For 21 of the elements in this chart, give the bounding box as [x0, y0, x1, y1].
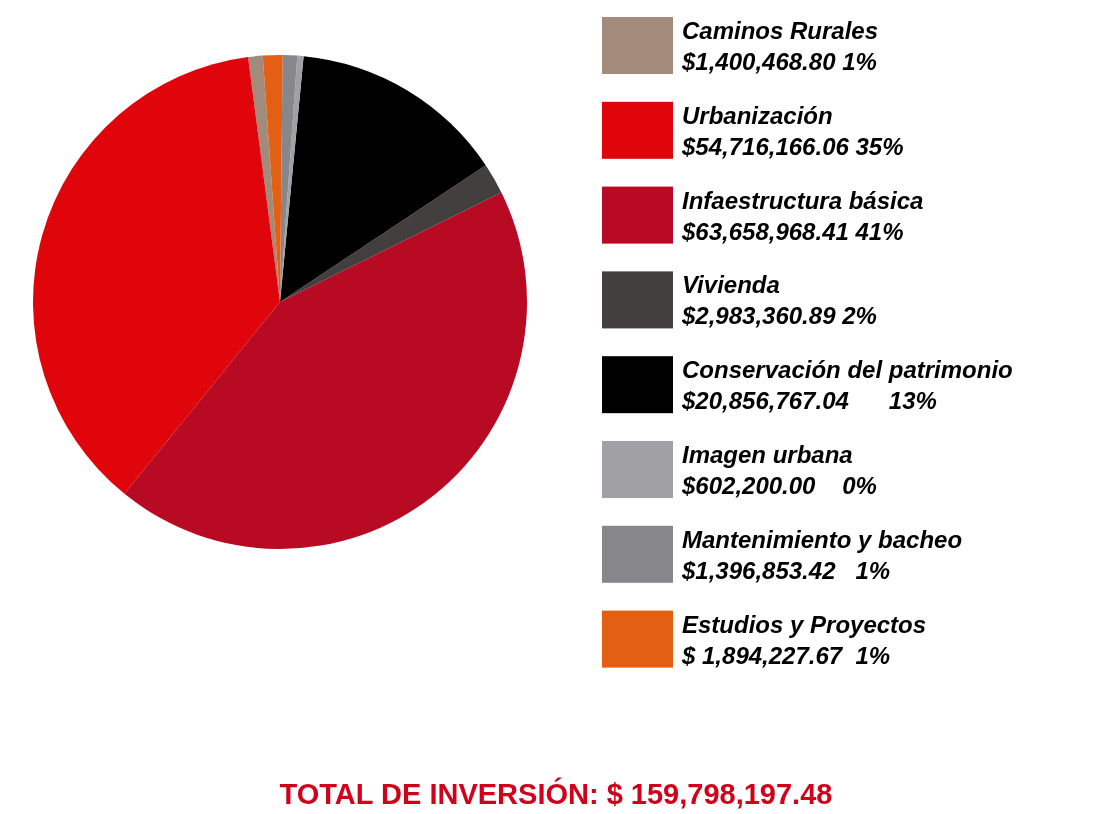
data-label: $1,400,468.80 1% — [681, 48, 877, 75]
legend-label: Caminos Rurales — [682, 17, 879, 44]
pie-slice — [280, 165, 502, 302]
data-label: $63,658,968.41 41% — [681, 217, 904, 245]
data-label: $54,716,166.06 35% — [681, 132, 904, 160]
pie-slice — [280, 56, 486, 302]
pie-slice — [124, 192, 527, 549]
legend-label: Urbanización — [682, 101, 833, 129]
pie-slice — [33, 57, 280, 494]
data-label: $2,983,360.89 2% — [681, 302, 877, 330]
data-label: $1,396,853.42 1% — [681, 556, 891, 584]
text: TOTAL DE INVERSIÓN: $ 159,798,197.48 — [279, 777, 833, 810]
data-label: $20,856,767.04 13% — [681, 387, 937, 415]
legend-label: Estudios y Proyectos — [682, 610, 927, 638]
legend-label: Infaestructura básica — [682, 186, 924, 214]
data-label: $ 1,894,227.67 1% — [681, 641, 891, 669]
legend-label: Conservación del patrimonio — [682, 356, 1013, 384]
legend-label: Vivienda — [682, 271, 780, 299]
data-label: $602,200.00 0% — [681, 472, 877, 499]
legend-label: Imagen urbana — [682, 441, 853, 468]
legend-label: Mantenimiento y bacheo — [682, 525, 963, 553]
